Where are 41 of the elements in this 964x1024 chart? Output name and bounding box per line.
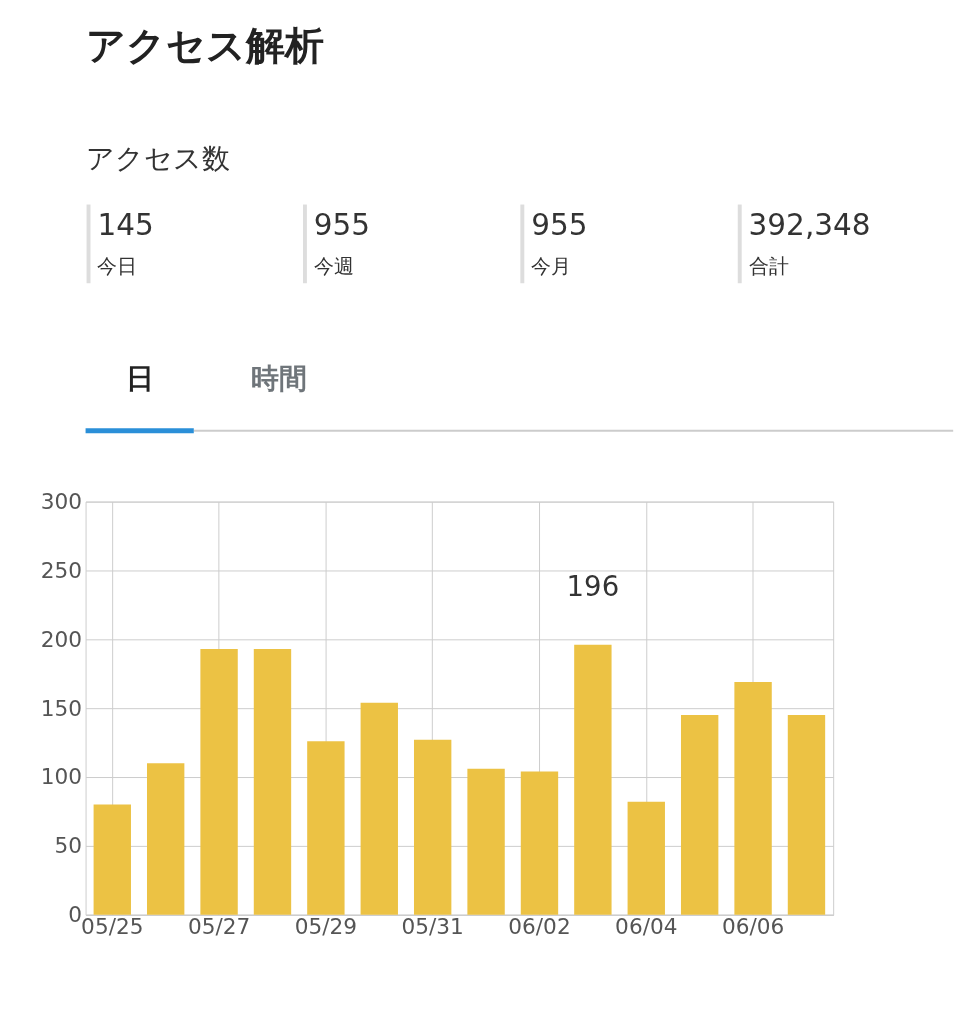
y-tick-label: 50: [54, 833, 83, 859]
chart-title: アクセス解析: [85, 21, 324, 68]
text: 今日: [97, 255, 138, 279]
data-label: 196: [566, 569, 620, 602]
y-tick-label: 250: [40, 557, 83, 583]
bar: [627, 801, 665, 915]
text: 合計: [748, 255, 789, 279]
bar: [307, 741, 345, 915]
x-tick-label: 06/04: [615, 913, 678, 939]
bar: [787, 715, 826, 915]
bar: [146, 763, 185, 915]
text: 392,348: [748, 208, 871, 243]
x-tick-label: 05/25: [81, 913, 144, 939]
y-tick-label: 0: [68, 902, 83, 928]
chart-subtitle: アクセス数: [85, 142, 230, 175]
x-tick-label: 06/06: [721, 913, 785, 939]
text: 955: [313, 208, 371, 243]
y-tick-label: 200: [40, 626, 83, 652]
bar: [520, 771, 559, 915]
bar: [734, 682, 772, 915]
x-tick-label: 05/31: [401, 913, 464, 939]
bar: [93, 804, 131, 915]
text: 今週: [313, 255, 354, 279]
text: 時間: [250, 361, 307, 394]
y-tick-label: 300: [40, 488, 83, 514]
text: 145: [97, 208, 154, 243]
bar: [413, 739, 452, 915]
bar: [680, 715, 719, 915]
bar: [253, 648, 292, 915]
bar: [200, 648, 238, 915]
bar: [467, 768, 505, 915]
x-tick-label: 05/29: [294, 913, 358, 939]
x-tick-label: 06/02: [508, 913, 571, 939]
text: 955: [531, 208, 588, 243]
x-tick-label: 05/27: [187, 913, 251, 939]
bar: [360, 702, 398, 915]
y-tick-label: 100: [40, 764, 83, 790]
text: 今月: [531, 255, 572, 279]
text: 日: [125, 361, 154, 394]
y-tick-label: 150: [40, 695, 83, 721]
bar: [574, 644, 612, 915]
